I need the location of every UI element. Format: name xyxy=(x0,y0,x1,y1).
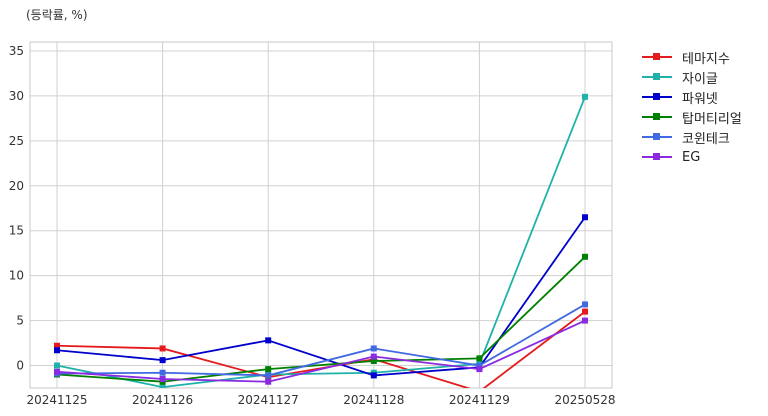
x-tick-label: 20241129 xyxy=(449,393,510,407)
legend-label: 테마지수 xyxy=(682,51,730,67)
data-point xyxy=(582,253,588,260)
data-point xyxy=(159,357,166,364)
plot-frame xyxy=(29,41,613,389)
series-line xyxy=(56,256,586,383)
data-point xyxy=(54,362,60,369)
data-point xyxy=(265,337,272,344)
legend-item: 코윈테크 xyxy=(642,127,742,147)
y-tick-label: 35 xyxy=(9,44,24,58)
y-tick-label: 25 xyxy=(9,134,24,148)
x-tick-label: 20250528 xyxy=(554,393,615,407)
legend-item: 테마지수 xyxy=(642,47,742,67)
axes xyxy=(29,41,613,389)
legend-item: 자이글 xyxy=(642,67,742,87)
data-point xyxy=(54,347,60,354)
y-unit-label: (등락률, %) xyxy=(26,8,88,22)
series-5 xyxy=(54,301,588,379)
data-point xyxy=(476,362,483,369)
y-tick-label: 30 xyxy=(9,89,24,103)
series-3 xyxy=(54,214,588,379)
legend-swatch xyxy=(642,51,672,63)
data-point xyxy=(582,214,588,221)
series-2 xyxy=(54,93,588,388)
data-point xyxy=(476,355,483,362)
y-tick-label: 15 xyxy=(9,224,24,238)
x-tick-label: 20241128 xyxy=(343,393,404,407)
x-tick-label: 20241127 xyxy=(238,393,299,407)
legend-label: EG xyxy=(682,149,701,165)
data-point xyxy=(582,317,588,324)
data-point xyxy=(582,301,588,308)
legend-swatch xyxy=(642,111,672,123)
legend-item: EG xyxy=(642,147,742,167)
y-tick-label: 20 xyxy=(9,179,24,193)
y-tick-label: 0 xyxy=(16,359,24,373)
series-line xyxy=(56,303,586,377)
series-line xyxy=(56,319,586,383)
data-point xyxy=(265,372,272,379)
data-point xyxy=(370,358,377,365)
tick-labels: 0 5 10 15 20 25 30 35 20241125 20241126 20241127 20… xyxy=(9,44,616,407)
legend-swatch xyxy=(642,71,672,83)
data-point xyxy=(370,372,377,379)
data-point xyxy=(265,366,272,373)
data-point xyxy=(159,369,166,376)
legend-item: 파워넷 xyxy=(642,87,742,107)
x-tick-label: 20241125 xyxy=(26,393,87,407)
series-layer xyxy=(54,93,588,388)
x-tick-label: 20241126 xyxy=(132,393,193,407)
data-point xyxy=(370,353,377,360)
data-point xyxy=(54,342,60,349)
legend-item: 탑머티리얼 xyxy=(642,107,742,127)
data-point xyxy=(54,368,60,375)
legend-label: 자이글 xyxy=(682,71,718,87)
data-point xyxy=(582,308,588,315)
data-point xyxy=(370,345,377,352)
series-line xyxy=(56,96,586,388)
data-point xyxy=(265,378,272,385)
series-6 xyxy=(54,317,588,385)
legend-label: 코윈테크 xyxy=(682,131,730,147)
data-point xyxy=(159,384,166,388)
legend-swatch xyxy=(642,151,672,163)
data-point xyxy=(476,366,483,373)
grid-lines xyxy=(30,42,612,388)
legend-swatch xyxy=(642,91,672,103)
legend-swatch xyxy=(642,131,672,143)
data-point xyxy=(159,345,166,352)
legend-label: 파워넷 xyxy=(682,91,718,107)
y-tick-label: 10 xyxy=(9,269,24,283)
data-point xyxy=(582,93,588,100)
data-point xyxy=(159,376,166,383)
y-tick-label: 5 xyxy=(16,314,24,328)
legend-label: 탑머티리얼 xyxy=(682,111,742,127)
